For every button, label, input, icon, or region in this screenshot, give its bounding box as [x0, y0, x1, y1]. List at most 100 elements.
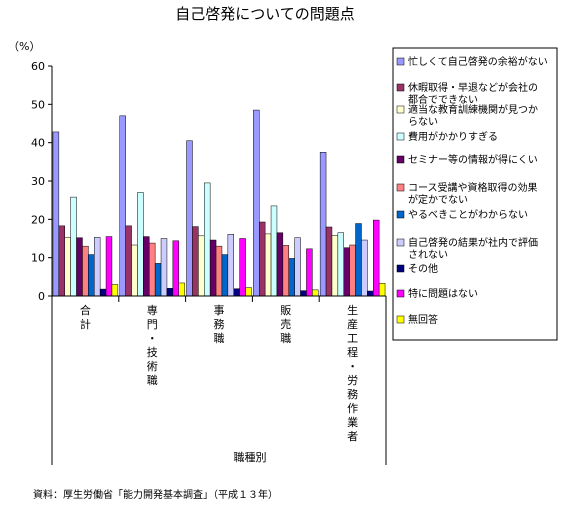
category-label-char: 事 [214, 304, 225, 317]
bar [221, 254, 229, 297]
bar [343, 247, 350, 297]
chart-title: 自己啓発についての問題点 [175, 5, 355, 23]
bar [119, 115, 126, 297]
legend-item: 費用がかかりすぎる [396, 130, 498, 143]
y-axis: 0 10 20 30 40 50 60 [31, 60, 52, 303]
bar [154, 263, 162, 297]
y-tick-label: 0 [38, 290, 45, 303]
bar [282, 245, 290, 297]
category-label-char: 産 [347, 318, 358, 331]
legend-label: 費用がかかりすぎる [408, 130, 498, 143]
bar [233, 288, 240, 297]
bar [253, 109, 260, 297]
category-label-char: 職 [214, 332, 225, 345]
bar [172, 240, 180, 297]
bar [131, 244, 138, 297]
bar [355, 223, 362, 297]
legend-label: 休暇取得・早退などが会社の [408, 81, 538, 94]
category-label-char: 工 [347, 332, 358, 345]
category-label: 事務職 [214, 304, 225, 345]
category-label-char: 務 [347, 387, 358, 401]
legend-swatch [396, 315, 405, 324]
legend-swatch [396, 264, 405, 273]
bar [373, 219, 380, 297]
bar [58, 225, 65, 297]
y-tick-label: 60 [31, 60, 45, 73]
bar [192, 226, 199, 297]
legend-label: 無回答 [408, 313, 438, 326]
source-note: 資料：厚生労働省「能力開発基本調査」（平成１３年） [33, 488, 278, 501]
y-axis-unit: （%） [8, 40, 40, 53]
bar [137, 192, 144, 297]
bar [294, 237, 301, 297]
bar [94, 237, 101, 297]
bar [149, 242, 156, 297]
bar [361, 239, 368, 297]
bar [276, 232, 284, 297]
legend-swatch [396, 132, 405, 141]
legend-swatch [396, 155, 405, 164]
category-label-char: 程 [347, 346, 358, 359]
category-label-char: 販 [280, 304, 291, 317]
legend-label: 特に問題はない [408, 288, 478, 300]
bar [198, 235, 205, 297]
legend-swatch [396, 238, 405, 247]
bar [264, 233, 272, 297]
legend: 忙しくて自己啓発の余裕がない休暇取得・早退などが会社の都合でできない適当な教育訓… [392, 47, 558, 341]
category-label-char: 生 [347, 303, 358, 317]
category-label-char: ・ [147, 332, 158, 345]
bar [105, 236, 113, 297]
category-label-char: 職 [147, 374, 158, 387]
legend-label: セミナー等の情報が得にくい [408, 153, 538, 166]
legend-swatch [396, 57, 405, 66]
category-label: 販売職 [280, 304, 291, 345]
category-label-char: 務 [214, 317, 225, 331]
category-label: 専門・技術職 [147, 304, 158, 387]
category-label: 合計 [80, 303, 91, 331]
category-label-char: 者 [347, 430, 358, 443]
legend-label: コース受講や資格取得の効果 [408, 181, 538, 194]
bar [82, 245, 89, 297]
bar [331, 235, 339, 297]
bars [52, 109, 386, 297]
legend-item: その他 [396, 262, 438, 275]
bar [337, 232, 345, 297]
y-tick-label: 50 [31, 98, 45, 111]
bar [186, 140, 193, 297]
bar [227, 234, 235, 297]
bar [166, 288, 174, 297]
legend-item: 特に問題はない [396, 288, 478, 300]
bar [288, 258, 295, 297]
legend-swatch [396, 183, 405, 192]
axes [51, 66, 387, 465]
category-label-char: 職 [280, 332, 291, 345]
bar [76, 237, 83, 297]
bar [319, 152, 327, 297]
bar [125, 225, 132, 297]
legend-label: 忙しくて自己啓発の余裕がない [408, 55, 548, 68]
bar [160, 238, 168, 297]
bar [70, 196, 77, 297]
bar [378, 283, 386, 297]
category-label-char: 労 [347, 373, 358, 387]
y-tick-label: 40 [31, 137, 45, 150]
legend-item: やるべきことがわからない [396, 208, 528, 221]
bar [209, 239, 217, 297]
y-tick-label: 30 [31, 175, 45, 188]
bar [99, 288, 107, 297]
bar [178, 282, 185, 297]
bar [245, 287, 252, 297]
legend-item: 忙しくて自己啓発の余裕がない [396, 55, 548, 68]
bar [88, 254, 95, 297]
bar [367, 290, 374, 297]
legend-label: 自己啓発の結果が社内で評価 [408, 236, 538, 249]
legend-label: その他 [408, 262, 438, 275]
legend-label: らない [408, 116, 438, 128]
y-tick-label: 10 [31, 252, 45, 265]
legend-swatch [396, 289, 405, 298]
